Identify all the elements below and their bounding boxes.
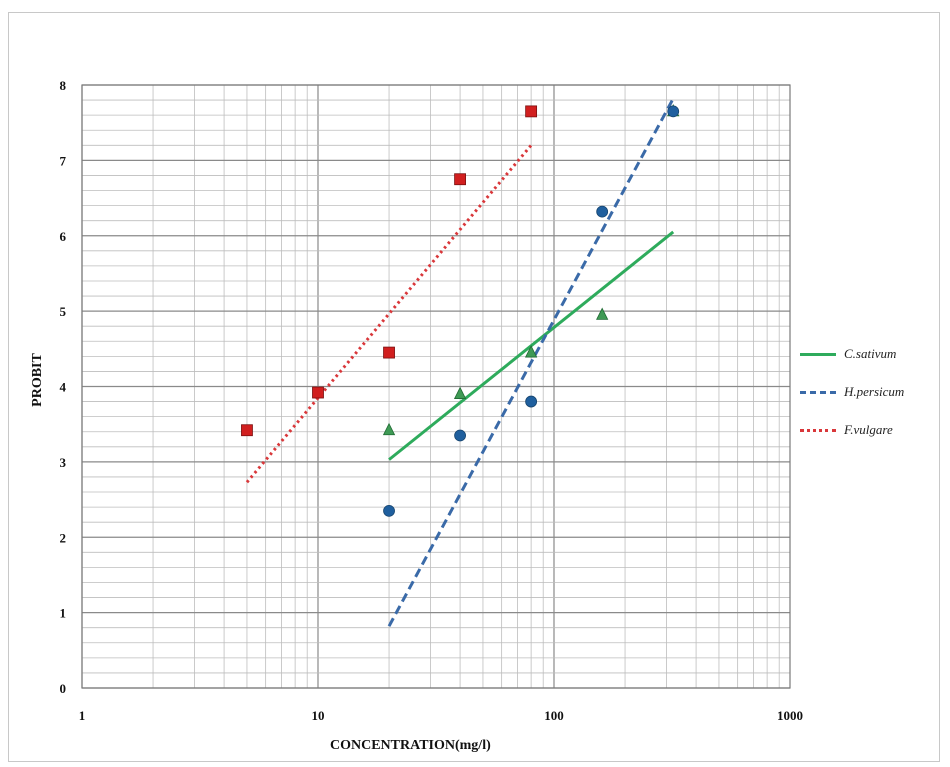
- data-point-f-vulgare: [312, 386, 324, 399]
- x-tick-label: 100: [544, 708, 564, 723]
- legend-item-f-vulgare: F.vulgare: [800, 411, 940, 449]
- legend-item-h-persicum: H.persicum: [800, 373, 940, 411]
- data-point-h-persicum: [525, 395, 538, 408]
- x-axis-title: CONCENTRATION(mg/l): [330, 738, 491, 753]
- legend-swatch-f-vulgare: [800, 428, 836, 432]
- fit-line-f-vulgare: [245, 144, 533, 484]
- y-tick-label: 6: [60, 229, 67, 244]
- legend-swatch-c-sativum: [800, 352, 836, 356]
- legend: C.sativum H.persicum F.vulgare: [800, 335, 940, 449]
- y-tick-label: 4: [60, 380, 67, 395]
- y-tick-label: 5: [60, 304, 67, 319]
- y-tick-label: 1: [60, 606, 67, 621]
- y-tick-label: 7: [60, 153, 67, 168]
- data-point-f-vulgare: [241, 424, 253, 437]
- data-point-c-sativum: [382, 422, 396, 436]
- plot-border: [81, 84, 791, 689]
- legend-item-c-sativum: C.sativum: [800, 335, 940, 373]
- data-point-c-sativum: [524, 345, 538, 358]
- y-axis-title: PROBIT: [30, 353, 45, 407]
- x-tick-label: 1000: [777, 708, 803, 723]
- x-tick-label: 10: [312, 708, 325, 723]
- x-tick-label: 1: [79, 708, 86, 723]
- data-point-c-sativum: [596, 307, 609, 320]
- data-point-c-sativum: [453, 386, 467, 399]
- y-tick-label: 3: [60, 455, 67, 470]
- data-point-h-persicum: [454, 429, 466, 442]
- y-tick-label: 8: [60, 78, 67, 93]
- y-tick-label: 0: [60, 681, 67, 696]
- legend-label-f-vulgare: F.vulgare: [844, 422, 893, 437]
- legend-swatch-h-persicum: [800, 390, 836, 394]
- data-point-h-persicum: [667, 105, 680, 118]
- data-point-f-vulgare: [525, 105, 538, 118]
- y-tick-label: 2: [60, 530, 67, 545]
- legend-label-h-persicum: H.persicum: [844, 384, 905, 399]
- legend-label-c-sativum: C.sativum: [844, 346, 897, 361]
- data-point-h-persicum: [383, 504, 395, 517]
- data-point-h-persicum: [596, 205, 609, 218]
- data-point-f-vulgare: [383, 346, 395, 359]
- data-point-f-vulgare: [454, 173, 466, 186]
- fit-line-h-persicum: [387, 97, 675, 627]
